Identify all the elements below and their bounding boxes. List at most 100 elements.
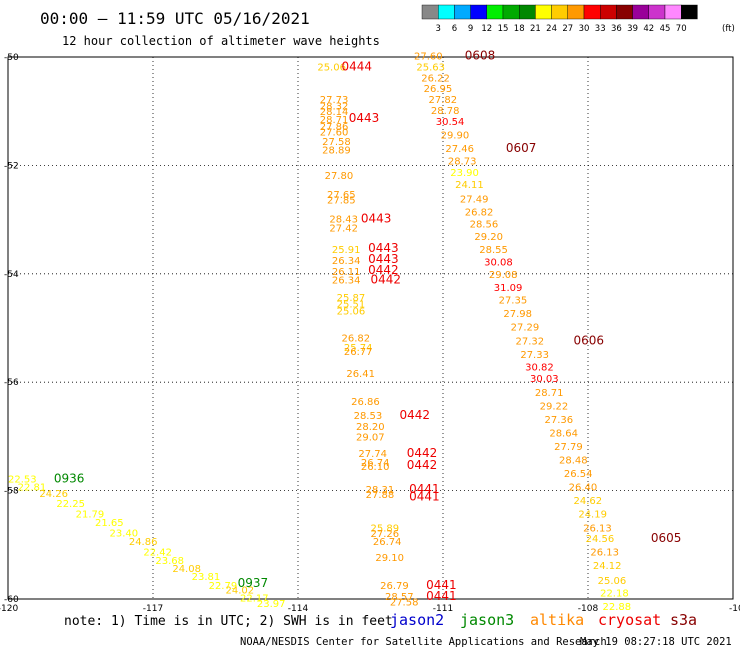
swh-value: 27.82 — [429, 95, 458, 106]
pass-time-label: 0607 — [506, 141, 537, 155]
swh-value: 22.79 — [209, 581, 238, 592]
swh-value: 28.71 — [320, 115, 349, 126]
pass-time-label: 0441 — [409, 489, 440, 503]
pass-time-label: 0442 — [368, 263, 399, 277]
swh-value: 25.51 — [337, 299, 366, 310]
swh-value: 22.17 — [240, 594, 269, 605]
swh-value: 27.58 — [322, 137, 351, 148]
pass-time-label: 0936 — [54, 471, 85, 485]
swh-value: 22.81 — [18, 483, 47, 494]
chart-subtitle: 12 hour collection of altimeter wave hei… — [62, 34, 380, 48]
swh-value: 27.29 — [511, 323, 540, 334]
swh-value: 27.42 — [329, 224, 358, 235]
swh-value: 29.20 — [474, 232, 503, 243]
swh-value: 25.89 — [371, 523, 400, 534]
satellite-legend-entry: altika — [530, 611, 584, 629]
swh-value: 24.08 — [172, 564, 201, 575]
swh-value: 28.43 — [329, 214, 358, 225]
swh-value: 28.31 — [366, 485, 395, 496]
swh-value: 24.19 — [578, 510, 607, 521]
swh-value: 26.34 — [332, 276, 361, 287]
swh-value: 25.63 — [416, 63, 445, 74]
x-tick-label: -111 — [433, 604, 453, 614]
credit-right: May 19 08:27:18 UTC 2021 — [580, 636, 732, 648]
footnote: note: 1) Time is in UTC; 2) SWH is in fe… — [64, 614, 393, 629]
swh-value: 21.65 — [95, 518, 124, 529]
color-scale-tick: 70 — [676, 24, 687, 34]
chart-title: 00:00 – 11:59 UTC 05/16/2021 — [40, 9, 310, 28]
color-scale-tick: 33 — [595, 24, 606, 34]
swh-value: 29.90 — [441, 130, 470, 141]
swh-value: 28.57 — [385, 592, 414, 603]
swh-value: 23.90 — [450, 168, 479, 179]
gridlines — [8, 57, 733, 599]
swh-value: 30.03 — [530, 374, 559, 385]
swh-value: 22.42 — [143, 548, 172, 559]
swh-value: 28.78 — [431, 106, 460, 117]
pass-time-label: 0441 — [426, 578, 457, 592]
color-swatch — [600, 4, 617, 20]
y-tick-label: -56 — [4, 378, 19, 388]
swh-value: 23.68 — [155, 556, 184, 567]
x-tick-label: -120 — [0, 604, 18, 614]
swh-value: 26.82 — [465, 207, 494, 218]
satellite-legend-entry: jason2 — [390, 611, 444, 629]
color-swatch — [632, 4, 649, 20]
pass-time-label: 0443 — [368, 252, 399, 266]
swh-value: 25.74 — [344, 343, 373, 354]
swh-value: 26.82 — [342, 334, 371, 345]
color-scale-tick: 27 — [562, 24, 573, 34]
swh-value: 30.08 — [484, 258, 513, 269]
swh-value: 27.46 — [445, 144, 474, 155]
swh-value: 27.65 — [327, 190, 356, 201]
swh-value: 27.58 — [390, 598, 419, 609]
color-swatch — [421, 4, 439, 20]
swh-value: 28.56 — [470, 220, 499, 231]
swh-value: 27.79 — [554, 442, 583, 453]
swh-value: 21.79 — [76, 510, 105, 521]
swh-value: 27.32 — [516, 336, 545, 347]
swh-value: 23.81 — [192, 572, 221, 583]
swh-value: 22.88 — [603, 602, 632, 613]
pass-time-label: 0605 — [651, 531, 682, 545]
pass-time-label: 0443 — [368, 241, 399, 255]
swh-value: 28.48 — [559, 456, 588, 467]
swh-value: 24.62 — [574, 496, 603, 507]
x-tick-label: -108 — [578, 604, 599, 614]
color-scale-tick: 36 — [611, 24, 622, 34]
data-points: 25.0627.7328.3228.1428.7127.8627.6027.58… — [8, 52, 631, 613]
x-tick-label: -117 — [143, 604, 163, 614]
swh-value: 27.80 — [325, 171, 354, 182]
pass-time-label: 0441 — [426, 589, 457, 603]
swh-value: 25.91 — [332, 245, 361, 256]
color-scale-legend: 3 6 9 12 15 18 21 24 27 30 33 36 39 42 45 70 — [421, 4, 698, 34]
swh-value: 26.13 — [583, 523, 612, 534]
swh-value: 28.73 — [448, 156, 477, 167]
swh-value: 26.86 — [351, 397, 380, 408]
swh-value: 24.11 — [455, 180, 484, 191]
swh-value: 30.82 — [525, 362, 554, 373]
swh-value: 26.13 — [590, 548, 619, 559]
pass-time-label: 0937 — [238, 576, 269, 590]
color-swatch — [438, 4, 455, 20]
plot-frame — [7, 56, 734, 600]
color-scale-tick: 30 — [579, 24, 590, 34]
color-swatch — [486, 4, 504, 20]
swh-value: 26.40 — [569, 483, 598, 494]
swh-value: 31.09 — [494, 283, 523, 294]
swh-value: 26.74 — [373, 537, 402, 548]
satellite-legend-entry: cryosat — [598, 611, 661, 629]
pass-labels: 0444044304430443044304420442044204420442… — [54, 49, 681, 603]
y-tick-label: -52 — [4, 161, 19, 171]
swh-value: 27.86 — [320, 122, 349, 133]
swh-value: 22.25 — [56, 499, 85, 510]
swh-value: 25.87 — [337, 293, 366, 304]
color-swatch — [535, 4, 552, 20]
swh-value: 29.10 — [375, 553, 404, 564]
color-swatch — [502, 4, 520, 20]
swh-value: 27.35 — [499, 296, 528, 307]
pass-time-label: 0443 — [361, 211, 392, 225]
swh-value: 26.74 — [361, 458, 390, 469]
swh-value: 29.07 — [356, 433, 385, 444]
